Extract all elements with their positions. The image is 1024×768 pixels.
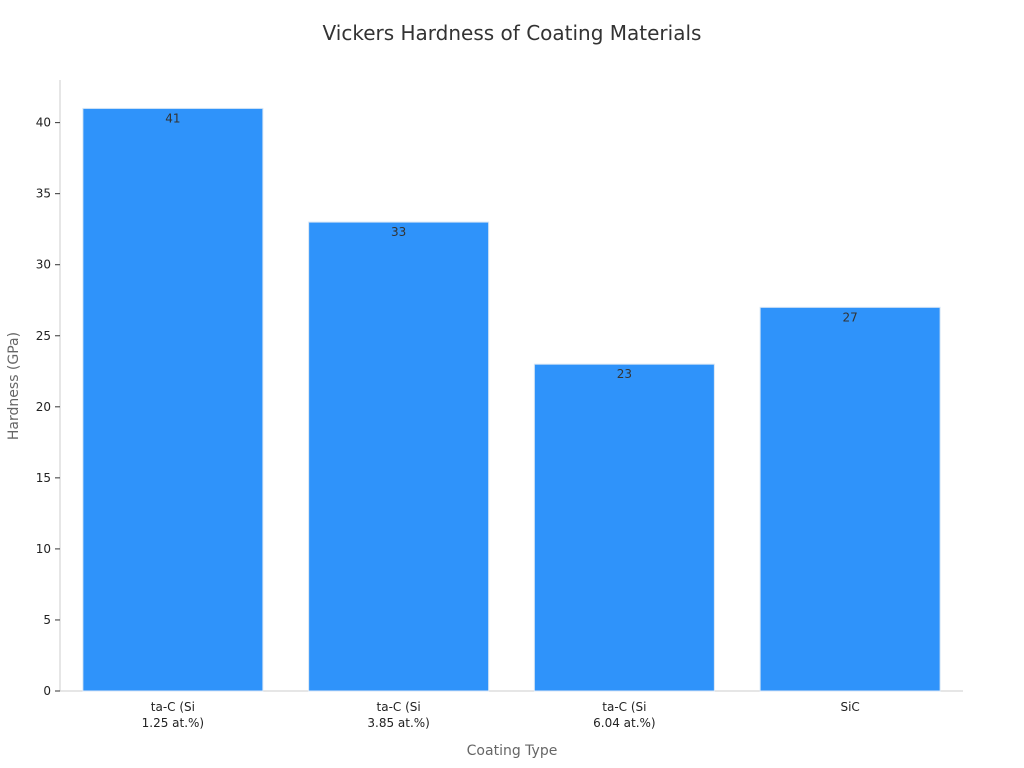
- y-axis-ticks: 0 5 10 15 20 25 30 35 40: [36, 116, 60, 698]
- y-tick-label: 20: [36, 400, 51, 414]
- y-tick-label: 10: [36, 542, 51, 556]
- x-tick-label-line: 3.85 at.%): [367, 716, 430, 730]
- bar: [82, 107, 264, 692]
- chart-title: Vickers Hardness of Coating Materials: [323, 21, 702, 45]
- x-tick-label-line: ta-C (Si: [377, 700, 421, 714]
- y-tick-label: 35: [36, 187, 51, 201]
- y-tick-label: 40: [36, 116, 51, 130]
- x-axis-label: Coating Type: [467, 743, 558, 759]
- bar-value-label: 33: [391, 225, 406, 239]
- y-tick-label: 15: [36, 471, 51, 485]
- x-tick-label: ta-C (Si 1.25 at.%): [142, 700, 205, 730]
- y-tick-label: 0: [43, 684, 51, 698]
- x-axis-ticks: ta-C (Si 1.25 at.%)ta-C (Si 3.85 at.%)ta-C…: [142, 700, 860, 730]
- y-tick-label: 5: [43, 613, 51, 627]
- x-tick-label-line: ta-C (Si: [151, 700, 195, 714]
- bars-group: 41 33 23 27: [82, 107, 941, 692]
- bar-value-label: 27: [842, 310, 857, 324]
- x-tick-label: SiC: [840, 700, 859, 714]
- bar-value-label: 41: [165, 111, 180, 125]
- x-tick-label-line: 1.25 at.%): [142, 716, 205, 730]
- x-tick-label: ta-C (Si 6.04 at.%): [593, 700, 656, 730]
- bar: [533, 363, 715, 692]
- bar: [759, 306, 941, 692]
- x-tick-label: ta-C (Si 3.85 at.%): [367, 700, 430, 730]
- y-tick-label: 30: [36, 258, 51, 272]
- bar: [308, 221, 490, 692]
- y-axis-label: Hardness (GPa): [6, 332, 22, 440]
- x-tick-label-line: SiC: [840, 700, 859, 714]
- bar-value-label: 23: [617, 367, 632, 381]
- x-tick-label-line: ta-C (Si: [602, 700, 646, 714]
- x-tick-label-line: 6.04 at.%): [593, 716, 656, 730]
- y-tick-label: 25: [36, 329, 51, 343]
